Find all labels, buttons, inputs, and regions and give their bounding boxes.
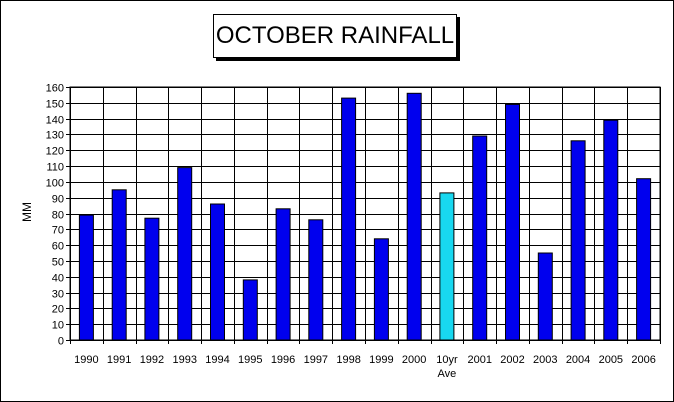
x-tick-label: 1992 — [140, 354, 164, 366]
bars-group — [78, 92, 652, 341]
bar-1999 — [373, 238, 389, 341]
y-tick-label: 50 — [52, 257, 64, 269]
y-tick-label: 70 — [52, 225, 64, 237]
x-tick-label: 1999 — [369, 354, 393, 366]
y-tick-label: 140 — [46, 115, 64, 127]
y-tick-label: 110 — [46, 162, 64, 174]
bar-1997 — [308, 219, 324, 341]
x-tick-label: 1993 — [172, 354, 196, 366]
x-tick-label: 1991 — [107, 354, 131, 366]
y-tick-label: 30 — [52, 289, 64, 301]
y-tick-label: 80 — [52, 210, 64, 222]
bar-1998 — [341, 97, 357, 341]
y-tick-label: 90 — [52, 194, 64, 206]
y-tick-label: 0 — [58, 336, 64, 348]
x-tick-label: 1990 — [74, 354, 98, 366]
x-tick-label: 10yr Ave — [436, 354, 458, 380]
bar-1996 — [275, 208, 291, 341]
y-tick-label: 160 — [46, 83, 64, 95]
bar-1995 — [242, 279, 258, 341]
bar-10yr-ave — [439, 192, 455, 341]
y-tick-label: 100 — [46, 178, 64, 190]
x-tick-label: 1998 — [336, 354, 360, 366]
x-tick-label: 1995 — [238, 354, 262, 366]
grid-lines — [66, 86, 661, 344]
y-tick-label: 150 — [46, 99, 64, 111]
x-tick-label: 2002 — [500, 354, 524, 366]
y-tick-label: 120 — [46, 146, 64, 158]
bar-2006 — [636, 178, 652, 341]
y-tick-label: 130 — [46, 130, 64, 142]
bar-2002 — [505, 103, 520, 341]
y-axis-label: MM — [20, 202, 34, 222]
x-tick-label: 2006 — [631, 354, 655, 366]
bar-2000 — [406, 92, 422, 341]
x-tick-label: 2000 — [402, 354, 426, 366]
y-tick-labels: 0 10 20 30 40 50 60 70 80 90 100 110 120 130 140 150 160 — [46, 83, 64, 348]
y-tick-label: 20 — [52, 304, 64, 316]
bar-2001 — [472, 135, 488, 341]
chart-title: OCTOBER RAINFALL — [213, 14, 457, 58]
y-tick-label: 40 — [52, 273, 64, 285]
x-tick-labels: 1990 1991 1992 1993 1994 1995 1996 1997 1998 1999… — [74, 354, 656, 380]
x-tick-label: 1996 — [271, 354, 295, 366]
bar-1992 — [144, 217, 160, 341]
bar-1990 — [78, 214, 94, 341]
x-tick-label: 2005 — [599, 354, 623, 366]
bar-1993 — [177, 167, 193, 341]
x-tick-label: 1994 — [205, 354, 229, 366]
bar-2005 — [603, 119, 619, 341]
y-tick-label: 10 — [52, 320, 64, 332]
bar-2004 — [570, 140, 586, 341]
x-tick-label: 2001 — [467, 354, 491, 366]
y-tick-label: 60 — [52, 241, 64, 253]
x-tick-label: 2004 — [566, 354, 590, 366]
x-tick-label: 1997 — [304, 354, 328, 366]
bar-2003 — [537, 252, 553, 341]
x-tick-label: 2003 — [533, 354, 557, 366]
bar-1991 — [111, 189, 127, 341]
bar-1994 — [210, 203, 225, 341]
